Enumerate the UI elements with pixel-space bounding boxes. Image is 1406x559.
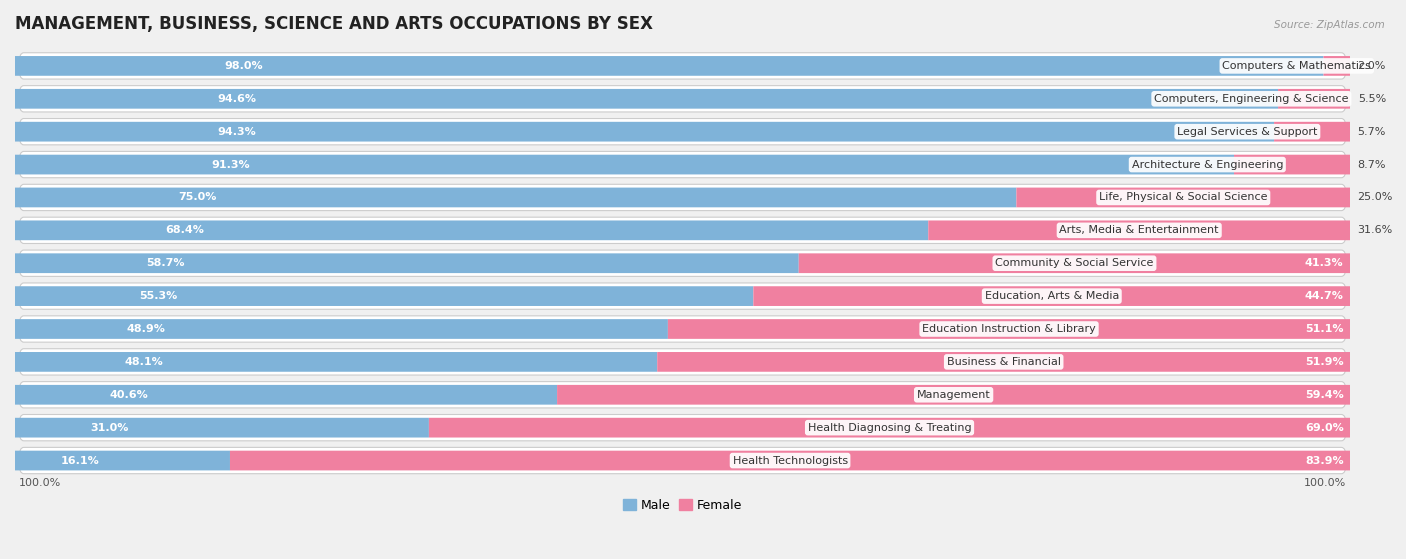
PathPatch shape (15, 418, 429, 438)
Text: Architecture & Engineering: Architecture & Engineering (1132, 159, 1284, 169)
PathPatch shape (15, 220, 928, 240)
FancyBboxPatch shape (20, 119, 1346, 145)
Text: 5.5%: 5.5% (1358, 94, 1386, 104)
PathPatch shape (15, 188, 1017, 207)
Text: 5.7%: 5.7% (1357, 127, 1385, 137)
PathPatch shape (754, 286, 1350, 306)
FancyBboxPatch shape (20, 217, 1346, 244)
Text: 25.0%: 25.0% (1357, 192, 1392, 202)
FancyBboxPatch shape (20, 447, 1346, 473)
PathPatch shape (928, 220, 1350, 240)
FancyBboxPatch shape (20, 86, 1346, 112)
Text: 98.0%: 98.0% (225, 61, 263, 71)
Text: 55.3%: 55.3% (139, 291, 177, 301)
Text: Life, Physical & Social Science: Life, Physical & Social Science (1099, 192, 1268, 202)
FancyBboxPatch shape (20, 283, 1346, 309)
Text: Community & Social Service: Community & Social Service (995, 258, 1154, 268)
Text: 51.1%: 51.1% (1305, 324, 1344, 334)
PathPatch shape (15, 451, 231, 471)
Text: Legal Services & Support: Legal Services & Support (1177, 127, 1317, 137)
FancyBboxPatch shape (20, 151, 1346, 178)
Text: 48.1%: 48.1% (125, 357, 163, 367)
Text: MANAGEMENT, BUSINESS, SCIENCE AND ARTS OCCUPATIONS BY SEX: MANAGEMENT, BUSINESS, SCIENCE AND ARTS O… (15, 15, 652, 33)
Text: Source: ZipAtlas.com: Source: ZipAtlas.com (1274, 20, 1385, 30)
PathPatch shape (15, 155, 1234, 174)
Text: 100.0%: 100.0% (1303, 478, 1346, 488)
Text: 58.7%: 58.7% (146, 258, 184, 268)
Text: Management: Management (917, 390, 990, 400)
PathPatch shape (15, 89, 1278, 108)
PathPatch shape (1017, 188, 1350, 207)
Text: 59.4%: 59.4% (1305, 390, 1344, 400)
PathPatch shape (15, 352, 657, 372)
FancyBboxPatch shape (20, 53, 1346, 79)
Text: 100.0%: 100.0% (20, 478, 62, 488)
Text: Health Technologists: Health Technologists (733, 456, 848, 466)
Text: 68.4%: 68.4% (166, 225, 204, 235)
Text: 41.3%: 41.3% (1305, 258, 1344, 268)
FancyBboxPatch shape (20, 349, 1346, 375)
PathPatch shape (557, 385, 1350, 405)
Text: Education Instruction & Library: Education Instruction & Library (922, 324, 1095, 334)
PathPatch shape (15, 286, 754, 306)
Text: Health Diagnosing & Treating: Health Diagnosing & Treating (807, 423, 972, 433)
Text: 40.6%: 40.6% (110, 390, 149, 400)
Text: Computers, Engineering & Science: Computers, Engineering & Science (1154, 94, 1348, 104)
FancyBboxPatch shape (20, 382, 1346, 408)
Text: 94.3%: 94.3% (217, 127, 256, 137)
PathPatch shape (429, 418, 1350, 438)
Text: 91.3%: 91.3% (211, 159, 250, 169)
Text: Arts, Media & Entertainment: Arts, Media & Entertainment (1060, 225, 1219, 235)
PathPatch shape (668, 319, 1350, 339)
FancyBboxPatch shape (20, 316, 1346, 342)
PathPatch shape (1234, 155, 1350, 174)
Text: 44.7%: 44.7% (1305, 291, 1344, 301)
Text: 48.9%: 48.9% (127, 324, 165, 334)
Text: 51.9%: 51.9% (1305, 357, 1344, 367)
Text: 75.0%: 75.0% (179, 192, 217, 202)
FancyBboxPatch shape (20, 415, 1346, 441)
FancyBboxPatch shape (20, 184, 1346, 211)
PathPatch shape (799, 253, 1350, 273)
PathPatch shape (15, 253, 799, 273)
Text: Computers & Mathematics: Computers & Mathematics (1222, 61, 1371, 71)
Text: Business & Financial: Business & Financial (946, 357, 1060, 367)
PathPatch shape (657, 352, 1350, 372)
Legend: Male, Female: Male, Female (619, 494, 747, 517)
Text: 83.9%: 83.9% (1305, 456, 1344, 466)
Text: 69.0%: 69.0% (1305, 423, 1344, 433)
Text: 16.1%: 16.1% (60, 456, 100, 466)
Text: Education, Arts & Media: Education, Arts & Media (984, 291, 1119, 301)
FancyBboxPatch shape (20, 250, 1346, 276)
PathPatch shape (231, 451, 1350, 471)
Text: 94.6%: 94.6% (218, 94, 257, 104)
PathPatch shape (15, 122, 1274, 141)
Text: 2.0%: 2.0% (1357, 61, 1385, 71)
PathPatch shape (1274, 122, 1350, 141)
PathPatch shape (15, 56, 1323, 76)
Text: 31.0%: 31.0% (90, 423, 129, 433)
PathPatch shape (1323, 56, 1350, 76)
PathPatch shape (15, 319, 668, 339)
PathPatch shape (1278, 89, 1351, 108)
PathPatch shape (15, 385, 557, 405)
Text: 8.7%: 8.7% (1357, 159, 1385, 169)
Text: 31.6%: 31.6% (1357, 225, 1392, 235)
